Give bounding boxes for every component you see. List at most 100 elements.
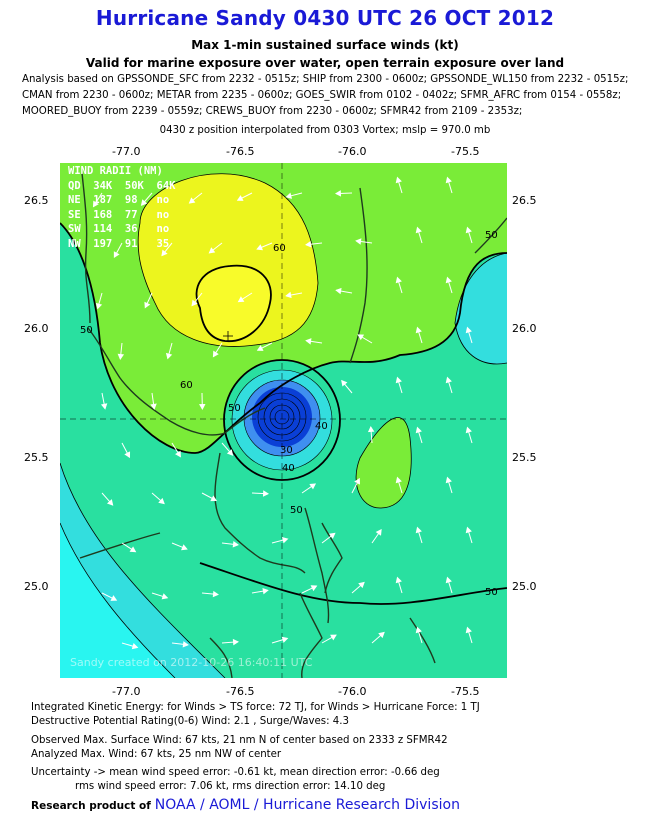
wind-arrow-head xyxy=(106,499,114,506)
wind-radii-header: QD 34K 50K 64K xyxy=(68,179,176,192)
wind-radii-row: NE 187 98 no xyxy=(68,194,170,207)
wind-arrow-head xyxy=(191,299,198,307)
wind-arrow-head xyxy=(415,626,422,634)
wind-arrow-head xyxy=(445,576,452,584)
contour-label: 50 xyxy=(290,505,303,516)
wind-arrow-head xyxy=(305,338,312,345)
page-title: Hurricane Sandy 0430 UTC 26 OCT 2012 xyxy=(95,6,555,30)
wind-radii-row: SW 114 36 no xyxy=(68,223,170,236)
wind-field-svg: 60 50 60 50 50 40 30 50 40 50 xyxy=(60,163,507,678)
lon-tick-bottom: -75.5 xyxy=(451,685,480,698)
wind-arrow-head xyxy=(378,631,385,639)
contour-label: 50 xyxy=(228,403,241,414)
wind-arrow-head xyxy=(232,638,239,646)
wind-arrow-head xyxy=(124,451,131,459)
wind-arrow-head xyxy=(395,276,402,284)
wind-radii-row: SE 168 77 no xyxy=(68,208,170,221)
wind-arrow-head xyxy=(415,326,422,334)
creation-stamp: Sandy created on 2012-10-26 16:40:11 UTC xyxy=(70,656,313,669)
wind-arrow-head xyxy=(415,526,422,534)
contour-label: 30 xyxy=(280,445,293,456)
wind-arrow-head xyxy=(465,426,472,434)
wind-arrow-head xyxy=(465,226,472,234)
wind-arrow-head xyxy=(140,199,148,206)
band-40-50-east xyxy=(455,253,507,364)
lat-tick-left: 26.5 xyxy=(24,194,49,207)
wind-arrow-head xyxy=(341,379,348,387)
wind-arrow-head xyxy=(256,244,263,251)
observed-max-line: Observed Max. Surface Wind: 67 kts, 21 n… xyxy=(31,735,448,746)
wind-arrow-head xyxy=(144,301,151,309)
wind-arrow-head xyxy=(330,634,337,641)
wind-arrow-head xyxy=(285,291,292,299)
contour-label: 40 xyxy=(315,421,328,432)
land-outlines xyxy=(79,172,507,678)
wind-field-map: 60 50 60 50 50 40 30 50 40 50 xyxy=(60,163,507,678)
dpr-line: Destructive Potential Rating(0-6) Wind: … xyxy=(31,716,349,727)
wind-arrow-head xyxy=(375,528,382,536)
uncertainty-line-2: rms wind speed error: 7.06 kt, rms direc… xyxy=(75,781,386,792)
contour-label: 50 xyxy=(485,230,498,241)
organization-link[interactable]: NOAA / AOML / Hurricane Research Divisio… xyxy=(154,797,460,813)
wind-arrow-head xyxy=(285,192,293,199)
lon-tick-bottom: -76.5 xyxy=(226,685,255,698)
wind-arrow-head xyxy=(445,376,452,384)
wind-arrow-head xyxy=(465,626,472,634)
wind-arrow-head xyxy=(100,403,108,410)
wind-arrow-head xyxy=(226,449,234,456)
wind-radii-row: NW 197 91 35 xyxy=(68,237,170,250)
wind-radii-table: WIND RADII (NM) QD 34K 50K 64K NE 187 98 n… xyxy=(68,164,175,252)
wind-arrow-head xyxy=(158,497,165,505)
analysis-line-2: CMAN from 2230 - 0600z; METAR from 2235 … xyxy=(22,90,622,101)
wind-arrow-head xyxy=(92,200,99,208)
wind-arrow-head xyxy=(395,476,402,484)
contour-label: 40 xyxy=(282,463,295,474)
wind-arrow-head xyxy=(199,404,206,411)
uncertainty-line-1: Uncertainty -> mean wind speed error: -0… xyxy=(31,767,440,778)
lon-tick-bottom: -76.0 xyxy=(338,685,367,698)
wind-arrow-head xyxy=(358,581,365,589)
band-70-plus xyxy=(138,173,318,347)
lon-tick-top: -77.0 xyxy=(112,145,141,158)
wind-arrow-head xyxy=(236,195,244,201)
lon-tick-top: -75.5 xyxy=(451,145,480,158)
wind-arrow-head xyxy=(188,197,196,204)
wind-arrow-head xyxy=(212,590,219,598)
analysis-line-1: Analysis based on GPSSONDE_SFC from 2232… xyxy=(22,74,629,85)
wind-arrow-head xyxy=(310,585,318,592)
wind-arrow-head xyxy=(281,537,289,544)
lon-tick-top: -76.0 xyxy=(338,145,367,158)
max-wind-marker xyxy=(223,331,233,341)
wind-arrow-head xyxy=(150,403,157,410)
wind-arrow-head xyxy=(165,352,173,360)
wind-arrow-head xyxy=(129,546,137,553)
contour-label: 60 xyxy=(273,243,286,254)
wind-arrow-head xyxy=(335,287,342,295)
band-60-70-east-lobe xyxy=(356,417,412,508)
wind-arrow-head xyxy=(181,544,188,551)
wind-arrow-head xyxy=(262,490,270,497)
wind-arrow-head xyxy=(131,642,139,650)
wind-arrow-head xyxy=(395,376,402,384)
wind-arrow-head xyxy=(334,190,342,197)
wind-arrow-head xyxy=(110,595,118,601)
wind-arrow-head xyxy=(281,636,289,643)
analyzed-max-line: Analyzed Max. Wind: 67 kts, 25 nm NW of … xyxy=(31,749,282,760)
contour-lines xyxy=(60,173,507,678)
wind-arrow-head xyxy=(262,587,269,595)
wind-arrow-head xyxy=(95,302,103,310)
wind-arrow-head xyxy=(256,345,264,351)
band-low-cyan xyxy=(60,523,175,678)
wind-arrow-head xyxy=(357,334,365,341)
position-note: 0430 z position interpolated from 0303 V… xyxy=(159,125,491,136)
wind-arrow-head xyxy=(309,483,317,490)
research-label: Research product of xyxy=(31,800,151,812)
wind-arrow-head xyxy=(175,450,181,458)
lat-tick-right: 26.0 xyxy=(512,322,537,335)
wind-arrow-head xyxy=(208,247,216,254)
wind-vector-field xyxy=(92,176,473,650)
wind-arrow-head xyxy=(328,532,336,539)
wind-arrow-head xyxy=(445,276,452,284)
center-crosshair xyxy=(60,163,507,678)
lon-tick-bottom: -77.0 xyxy=(112,685,141,698)
